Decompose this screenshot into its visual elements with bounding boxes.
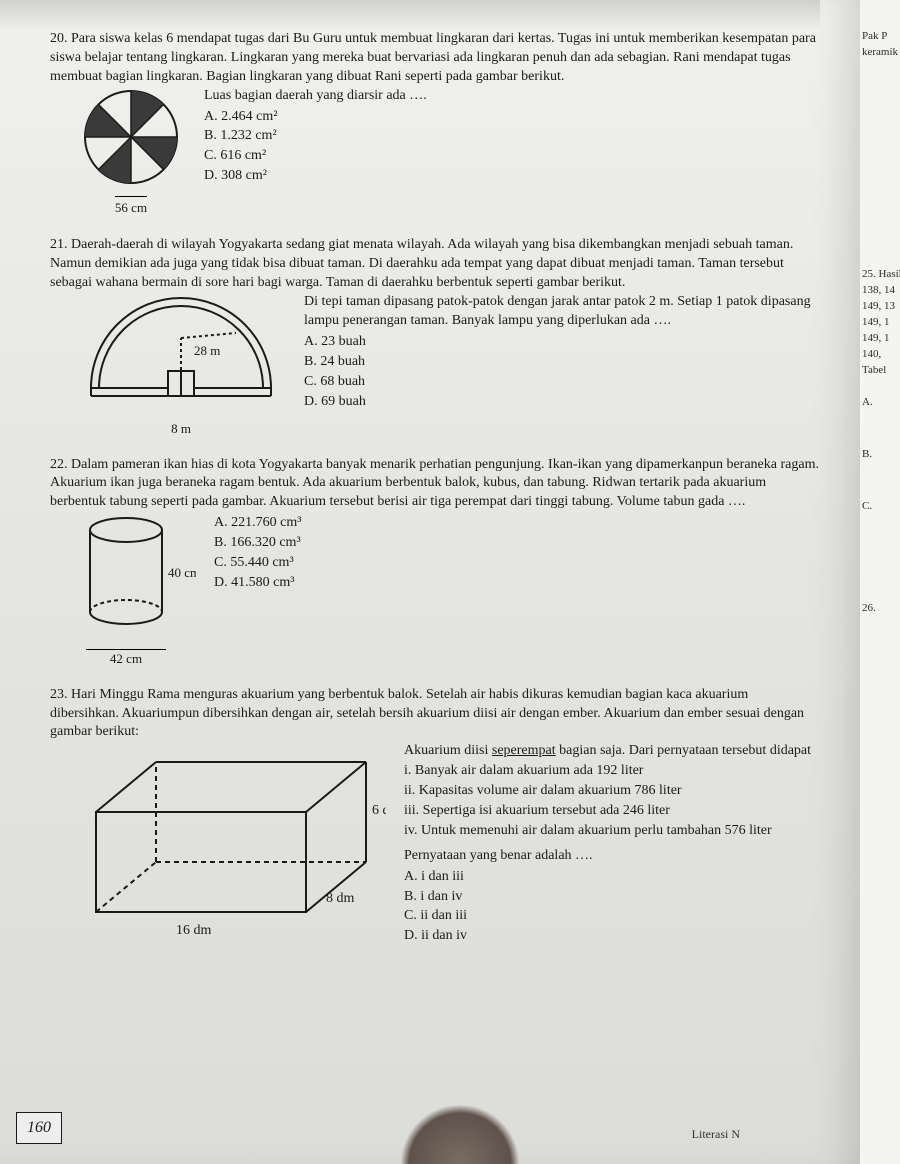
q21-options: A. 23 buah B. 24 buah C. 68 buah D. 69 b…	[304, 333, 820, 412]
margin-n3: 149, 13	[862, 300, 898, 312]
next-page-margin: Pak P keramik se 25. Hasil pe 138, 14 14…	[860, 0, 900, 1164]
q23-w-label: 8 dm	[326, 891, 355, 906]
cuboid-icon: 6 dm 8 dm 16 dm	[76, 742, 386, 952]
q20-number: 20.	[50, 31, 68, 46]
margin-top2: keramik se	[862, 46, 898, 58]
q21-prompt: Di tepi taman dipasang patok-patok denga…	[304, 293, 820, 331]
margin-25: 25. Hasil pe	[862, 268, 898, 280]
q23-opt-c: C. ii dan iii	[404, 907, 820, 926]
thumb-shadow	[400, 1104, 520, 1164]
q20-options: A. 2.464 cm² B. 1.232 cm² C. 616 cm² D. …	[204, 108, 820, 187]
q23-lead: Akuarium diisi seperempat bagian saja. D…	[404, 742, 820, 761]
q21-text: Daerah-daerah di wilayah Yogyakarta seda…	[50, 237, 793, 290]
q21-opt-c: C. 68 buah	[304, 373, 820, 392]
q20-opt-d: D. 308 cm²	[204, 167, 820, 186]
q20-dim-label: 56 cm	[115, 196, 147, 217]
q20-prompt: Luas bagian daerah yang diarsir ada ….	[204, 87, 820, 106]
cylinder-icon: 40 cm	[76, 512, 196, 642]
question-22: 22. Dalam pameran ikan hias di kota Yogy…	[50, 456, 820, 668]
margin-n7: Tabel	[862, 364, 898, 376]
q21-number: 21.	[50, 237, 68, 252]
margin-n4: 149, 1	[862, 316, 898, 328]
q22-h-label: 40 cm	[168, 565, 196, 580]
q23-iii: iii. Sepertiga isi akuarium tersebut ada…	[404, 802, 820, 821]
q23-text: Hari Minggu Rama menguras akuarium yang …	[50, 687, 804, 740]
q22-opt-c: C. 55.440 cm³	[214, 554, 820, 573]
q23-opt-a: A. i dan iii	[404, 868, 820, 887]
q23-l-label: 16 dm	[176, 923, 212, 938]
q22-number: 22.	[50, 457, 68, 472]
q20-figure: 56 cm	[76, 87, 186, 219]
margin-n2: 138, 14	[862, 284, 898, 296]
pie-chart-icon	[76, 87, 186, 187]
margin-B: B.	[862, 448, 898, 460]
margin-A: A.	[862, 396, 898, 408]
q22-opt-b: B. 166.320 cm³	[214, 534, 820, 553]
q21-opt-d: D. 69 buah	[304, 393, 820, 412]
page-number: 160	[16, 1112, 62, 1144]
q23-ii: ii. Kapasitas volume air dalam akuarium …	[404, 782, 820, 801]
q23-opt-b: B. i dan iv	[404, 888, 820, 907]
q22-text: Dalam pameran ikan hias di kota Yogyakar…	[50, 457, 819, 510]
q23-underline: seperempat	[492, 743, 556, 758]
q23-figure: 6 dm 8 dm 16 dm	[76, 742, 386, 959]
q20-opt-b: B. 1.232 cm²	[204, 127, 820, 146]
semicircle-icon: 28 m	[76, 293, 286, 413]
q23-lead1: Akuarium diisi	[404, 743, 492, 758]
margin-top1: Pak P	[862, 30, 898, 42]
q21-opt-b: B. 24 buah	[304, 353, 820, 372]
top-shadow	[0, 0, 820, 30]
q22-opt-d: D. 41.580 cm³	[214, 574, 820, 593]
question-23: 23. Hari Minggu Rama menguras akuarium y…	[50, 686, 820, 960]
margin-n5: 149, 1	[862, 332, 898, 344]
q20-text: Para siswa kelas 6 mendapat tugas dari B…	[50, 31, 816, 84]
q23-h-label: 6 dm	[372, 803, 386, 818]
q23-prompt: Pernyataan yang benar adalah ….	[404, 847, 820, 866]
q22-opt-a: A. 221.760 cm³	[214, 514, 820, 533]
question-20: 20. Para siswa kelas 6 mendapat tugas da…	[50, 30, 820, 218]
q21-w-label: 8 m	[171, 421, 191, 436]
q21-figure: 28 m 8 m	[76, 293, 286, 437]
margin-n6: 140,	[862, 348, 898, 360]
q20-opt-a: A. 2.464 cm²	[204, 108, 820, 127]
q23-number: 23.	[50, 687, 68, 702]
q20-opt-c: C. 616 cm²	[204, 147, 820, 166]
margin-C: C.	[862, 500, 898, 512]
footer-text: Literasi N	[692, 1126, 740, 1142]
q21-r-label: 28 m	[194, 343, 220, 358]
q23-options: A. i dan iii B. i dan iv C. ii dan iii D…	[404, 868, 820, 947]
page: 20. Para siswa kelas 6 mendapat tugas da…	[0, 0, 860, 1164]
q22-d-label: 42 cm	[110, 651, 142, 666]
q23-opt-d: D. ii dan iv	[404, 927, 820, 946]
question-21: 21. Daerah-daerah di wilayah Yogyakarta …	[50, 236, 820, 437]
q22-figure: 40 cm 42 cm	[76, 512, 196, 667]
q23-i: i. Banyak air dalam akuarium ada 192 lit…	[404, 762, 820, 781]
margin-26: 26.	[862, 602, 898, 614]
q21-opt-a: A. 23 buah	[304, 333, 820, 352]
q22-options: A. 221.760 cm³ B. 166.320 cm³ C. 55.440 …	[214, 514, 820, 593]
q23-lead2: bagian saja. Dari pernyataan tersebut di…	[556, 743, 811, 758]
q23-iv: iv. Untuk memenuhi air dalam akuarium pe…	[404, 822, 820, 841]
